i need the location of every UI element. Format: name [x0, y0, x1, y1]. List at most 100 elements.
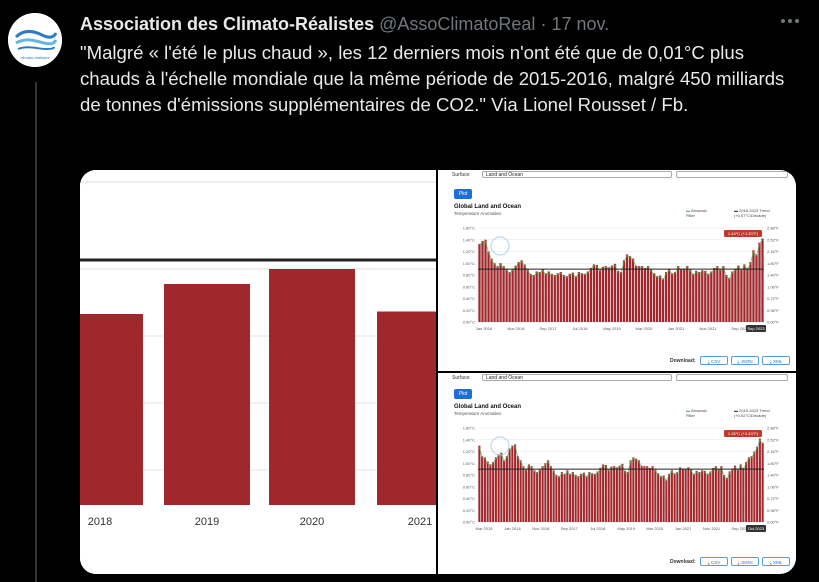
- chart-bar: [668, 269, 671, 322]
- chart-bar: [720, 466, 723, 522]
- y-tick-label: 0.80°C: [463, 273, 475, 278]
- chart-bar: [756, 446, 759, 522]
- chart-bar: [670, 470, 673, 522]
- y-tick-label-right: 1.80°F: [767, 461, 779, 466]
- download-xml-button[interactable]: ⤓ XML: [762, 557, 790, 566]
- surface-select[interactable]: Land and Ocean: [482, 171, 672, 178]
- chart-subtitle: Temperature Anomalies: [454, 211, 502, 216]
- x-tick-label: Jan 2016: [504, 526, 521, 531]
- y-tick-label-right: 2.88°F: [767, 426, 779, 431]
- secondary-select[interactable]: [676, 171, 788, 178]
- download-csv-button[interactable]: ⤓ CSV: [700, 557, 728, 566]
- chart-bar: [728, 277, 731, 322]
- chart-bar: [643, 267, 647, 322]
- chart-bar: [377, 311, 463, 505]
- chart-bar: [523, 264, 526, 322]
- chart-bar: [544, 273, 547, 322]
- chart-bar: [497, 454, 500, 522]
- chart-bar: [673, 473, 676, 522]
- x-tick-label: Mar 2020: [646, 526, 664, 531]
- user-handle[interactable]: @AssoClimatoReal: [379, 14, 536, 34]
- chart-bar: [496, 266, 499, 322]
- chart-bar: [728, 471, 731, 522]
- chart-bar: [725, 477, 728, 522]
- chart-bar: [761, 442, 764, 522]
- x-tick-label: Sep 2022: [731, 526, 749, 531]
- plot-button[interactable]: Plot: [454, 389, 472, 399]
- media-image-top-right[interactable]: Surface: Land and Ocean Plot Global Land…: [438, 170, 796, 371]
- download-json-button[interactable]: ⤓ JSON: [731, 557, 759, 566]
- legend-filter: ▬ Binomial Filter: [686, 408, 707, 418]
- chart-bar: [758, 438, 761, 522]
- chart-bar: [701, 470, 704, 522]
- download-json-button[interactable]: ⤓ JSON: [731, 356, 759, 365]
- more-horizontal-icon[interactable]: [779, 12, 801, 35]
- plot-button[interactable]: Plot: [454, 189, 472, 199]
- chart-bar: [657, 473, 660, 522]
- tweet-text: "Malgré « l'été le plus chaud », les 12 …: [80, 42, 785, 115]
- avatar[interactable]: climato-réalistes: [8, 13, 62, 67]
- y-tick-label: 0.60°C: [463, 284, 475, 289]
- chart-bar: [709, 471, 712, 522]
- download-xml-button[interactable]: ⤓ XML: [762, 356, 790, 365]
- download-csv-button[interactable]: ⤓ CSV: [700, 356, 728, 365]
- chart-bar: [604, 465, 607, 522]
- chart-bar: [494, 457, 497, 522]
- chart-bar: [527, 464, 530, 522]
- chart-bar: [530, 466, 533, 522]
- chart-subtitle: Temperature Anomalies: [454, 411, 502, 416]
- chart-bar: [558, 476, 561, 522]
- tweet-date[interactable]: 17 nov.: [551, 14, 610, 34]
- chart-bar: [529, 273, 532, 322]
- y-tick-label-right: 0.00°F: [767, 520, 779, 525]
- chart-bar: [640, 465, 643, 522]
- chart-bar: [500, 452, 503, 522]
- chart-bar: [596, 471, 599, 522]
- chart-bar: [679, 467, 682, 522]
- surface-select[interactable]: Land and Ocean: [482, 374, 672, 381]
- chart-bar: [701, 270, 704, 322]
- chart-bar: [689, 269, 692, 322]
- display-name[interactable]: Association des Climato-Réalistes: [80, 14, 375, 34]
- download-icon: ⤓: [737, 359, 741, 364]
- chart-bar: [665, 479, 668, 522]
- y-tick-label-right: 0.72°F: [767, 296, 779, 301]
- surface-label: Surface:: [452, 375, 471, 381]
- chart-bar: [549, 466, 552, 522]
- chart-bar: [755, 254, 758, 322]
- chart-bar: [499, 263, 502, 322]
- chart-bar: [489, 464, 492, 522]
- media-image-left[interactable]: 2018 2019 2020 2021: [80, 170, 463, 574]
- tweet-media[interactable]: 2018 2019 2020 2021 Surface: Land and Ocean…: [80, 170, 796, 574]
- chart-bar: [490, 258, 493, 322]
- chart-bar: [629, 460, 632, 522]
- y-tick-label-right: 2.88°F: [767, 226, 779, 231]
- y-tick-label-right: 1.08°F: [767, 484, 779, 489]
- y-tick-label: 1.20°C: [463, 249, 475, 254]
- chart-bar: [684, 468, 687, 522]
- chart-bar: [516, 456, 519, 522]
- chart-bar: [484, 239, 487, 322]
- download-csv-label: CSV: [710, 359, 721, 364]
- chart-bar: [622, 260, 626, 322]
- chart-bar: [514, 444, 517, 522]
- y-tick-label-right: 1.44°F: [767, 273, 779, 278]
- y-tick-label: 0.20°C: [463, 508, 475, 513]
- thread-line: [35, 82, 37, 582]
- chart-bar: [652, 273, 656, 322]
- chart-bar: [566, 470, 569, 522]
- chart-bar: [486, 461, 489, 522]
- filter-line: [479, 438, 763, 482]
- chart-bar: [547, 460, 550, 522]
- download-icon: ⤓: [769, 359, 773, 364]
- y-tick-label: 1.40°C: [463, 237, 475, 242]
- y-tick-label: 0.40°C: [463, 496, 475, 501]
- chart-bar: [571, 472, 574, 522]
- chart-bar: [613, 263, 617, 322]
- chart-bar: [704, 270, 707, 322]
- chart-bar: [541, 269, 544, 322]
- chart-bar: [731, 271, 734, 322]
- chart-bar: [648, 467, 651, 522]
- secondary-select[interactable]: [676, 374, 788, 381]
- media-image-bottom-right[interactable]: Surface: Land and Ocean Plot Global Land…: [438, 373, 796, 574]
